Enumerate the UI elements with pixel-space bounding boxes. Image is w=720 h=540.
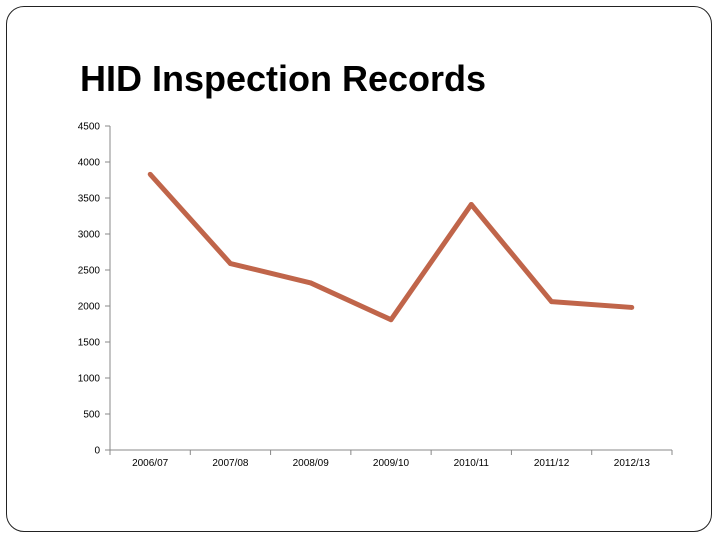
x-axis-ticks: 2006/07 2007/08 2008/09 2009/10 2010/11 2011/… [109, 450, 673, 469]
data-point [388, 317, 394, 323]
data-point [308, 280, 314, 286]
y-tick-label: 1500 [78, 338, 101, 349]
slide-frame [6, 6, 712, 532]
data-point [468, 202, 474, 207]
y-axis-ticks: 0 500 1000 1500 2000 2500 3000 3500 4000 4500 [78, 122, 110, 457]
y-tick-label: 3000 [78, 230, 101, 241]
x-tick-label: 2012/13 [614, 458, 651, 469]
data-point [228, 261, 233, 266]
x-tick-label: 2009/10 [373, 458, 410, 469]
y-tick-label: 3500 [78, 194, 101, 205]
series-layer [147, 171, 635, 323]
y-tick-label: 0 [94, 446, 100, 457]
y-tick-label: 4500 [78, 122, 101, 133]
y-tick-label: 2000 [78, 302, 101, 313]
y-tick-label: 1000 [78, 374, 101, 385]
x-tick-label: 2008/09 [293, 458, 330, 469]
data-point [549, 299, 554, 305]
x-tick-label: 2011/12 [534, 458, 570, 469]
chart-axes [109, 126, 672, 451]
y-tick-label: 2500 [78, 266, 101, 277]
data-point [147, 171, 153, 177]
y-tick-label: 4000 [78, 158, 101, 169]
data-point [629, 305, 635, 310]
chart-title: HID Inspection Records [80, 58, 487, 99]
x-tick-label: 2010/11 [454, 458, 490, 469]
y-tick-label: 500 [83, 410, 100, 421]
x-tick-label: 2006/07 [132, 458, 169, 469]
series-line [148, 172, 633, 323]
x-tick-label: 2007/08 [212, 458, 249, 469]
